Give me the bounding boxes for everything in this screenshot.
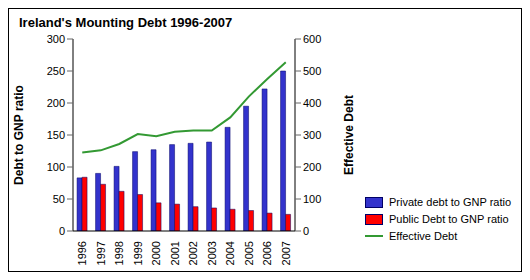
svg-text:100: 100 xyxy=(303,193,321,205)
svg-text:200: 200 xyxy=(303,161,321,173)
svg-text:Effective Debt: Effective Debt xyxy=(342,95,356,175)
svg-text:400: 400 xyxy=(303,97,321,109)
svg-text:1996: 1996 xyxy=(76,241,88,265)
svg-text:2004: 2004 xyxy=(224,241,236,265)
svg-text:50: 50 xyxy=(53,193,65,205)
svg-text:1998: 1998 xyxy=(113,241,125,265)
svg-text:0: 0 xyxy=(303,225,309,237)
svg-text:2007: 2007 xyxy=(280,241,292,265)
svg-text:200: 200 xyxy=(47,97,65,109)
svg-text:2000: 2000 xyxy=(150,241,162,265)
html-text:Private debt to GNP ratio: Private debt to GNP ratio xyxy=(389,196,512,208)
html-text:Ireland's Mounting Debt 1996-2: Ireland's Mounting Debt 1996-2007 xyxy=(19,15,233,30)
svg-text:2002: 2002 xyxy=(187,241,199,265)
svg-text:2006: 2006 xyxy=(261,241,273,265)
svg-text:300: 300 xyxy=(303,129,321,141)
svg-text:2003: 2003 xyxy=(206,241,218,265)
html-text:Public Debt to GNP ratio: Public Debt to GNP ratio xyxy=(389,213,509,225)
svg-text:600: 600 xyxy=(303,33,321,45)
svg-text:1999: 1999 xyxy=(132,241,144,265)
svg-text:150: 150 xyxy=(47,129,65,141)
svg-text:2001: 2001 xyxy=(169,241,181,265)
svg-text:1997: 1997 xyxy=(95,241,107,265)
html-text:Effective Debt: Effective Debt xyxy=(389,230,458,242)
svg-text:500: 500 xyxy=(303,65,321,77)
svg-text:2005: 2005 xyxy=(243,241,255,265)
svg-text:Debt to GNP ratio: Debt to GNP ratio xyxy=(12,85,26,185)
svg-text:250: 250 xyxy=(47,65,65,77)
svg-text:0: 0 xyxy=(59,225,65,237)
svg-text:100: 100 xyxy=(47,161,65,173)
svg-text:300: 300 xyxy=(47,33,65,45)
